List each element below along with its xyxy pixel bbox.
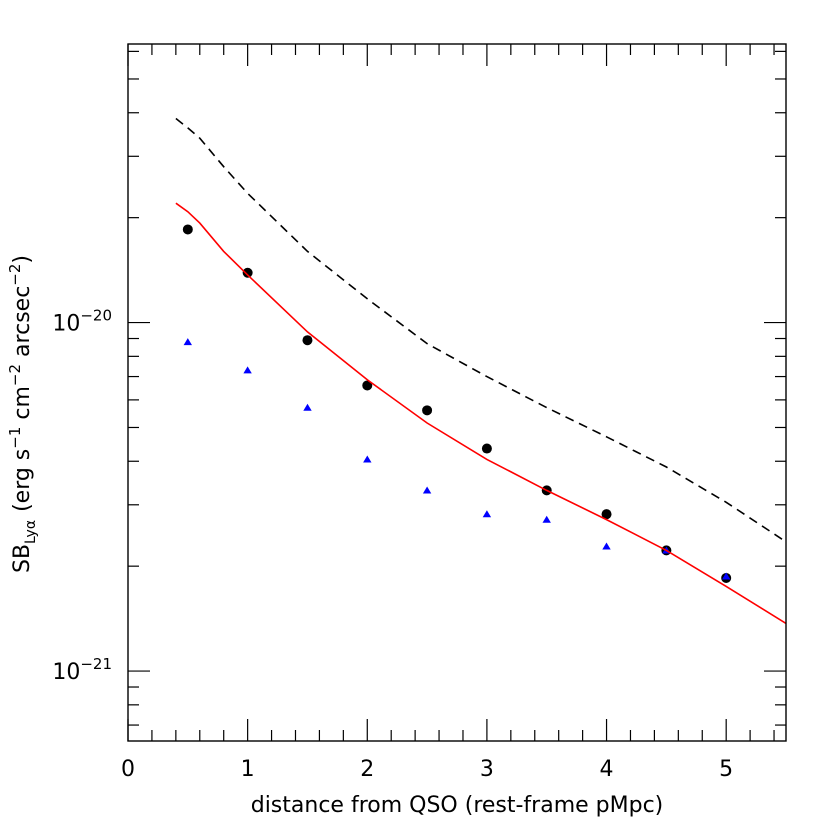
solid-model-line xyxy=(175,202,786,625)
y-label-exp2: −2 xyxy=(6,364,24,386)
y-label-units-open: (erg s xyxy=(10,449,35,512)
circle-point xyxy=(422,405,433,416)
circle-point xyxy=(182,224,193,235)
y-label-exp1: −1 xyxy=(6,427,24,449)
y-label-units-close: ) xyxy=(10,255,35,264)
y-label-units-mid2: arcsec xyxy=(10,286,35,364)
y-tick-label: 10−20 xyxy=(52,307,112,337)
triangle-point xyxy=(303,403,312,411)
x-axis-label: distance from QSO (rest-frame pMpc) xyxy=(251,793,664,818)
x-tick-label: 1 xyxy=(241,757,255,782)
y-label-prefix: SB xyxy=(10,544,35,573)
triangle-point xyxy=(482,510,492,518)
triangle-point xyxy=(422,486,432,494)
x-tick-label: 3 xyxy=(480,757,494,782)
circle-point xyxy=(302,335,313,346)
tick-labels: 0 1 2 3 4 5 10−20 10−21 xyxy=(52,307,733,782)
triangle-point xyxy=(602,542,611,550)
circle-point xyxy=(601,509,612,520)
dashed-model-line xyxy=(175,117,786,543)
y-label-subscript: Lyα xyxy=(23,520,39,544)
series-2 xyxy=(175,202,786,625)
series-3 xyxy=(175,117,786,543)
plot-frame xyxy=(127,43,787,742)
y-label-units-mid1: cm xyxy=(10,386,35,427)
x-tick-label: 2 xyxy=(360,757,374,782)
x-tick-label: 4 xyxy=(600,757,614,782)
triangle-point xyxy=(183,338,192,346)
y-label-exp3: −2 xyxy=(6,264,24,286)
x-tick-label: 0 xyxy=(121,757,135,782)
circle-point xyxy=(481,443,492,454)
triangle-point xyxy=(542,515,551,523)
triangle-point xyxy=(243,366,252,374)
axis-ticks xyxy=(127,44,786,741)
circle-point xyxy=(362,380,373,391)
x-tick-label: 5 xyxy=(719,757,733,782)
triangle-point xyxy=(722,572,731,580)
y-axis-label: SBLyα(erg s−1 cm−2 arcsec−2) xyxy=(6,255,39,573)
y-tick-label: 10−21 xyxy=(52,655,112,685)
triangle-point xyxy=(363,455,372,463)
series-0 xyxy=(182,224,732,583)
circle-point xyxy=(242,267,253,278)
series-layer xyxy=(175,117,786,625)
